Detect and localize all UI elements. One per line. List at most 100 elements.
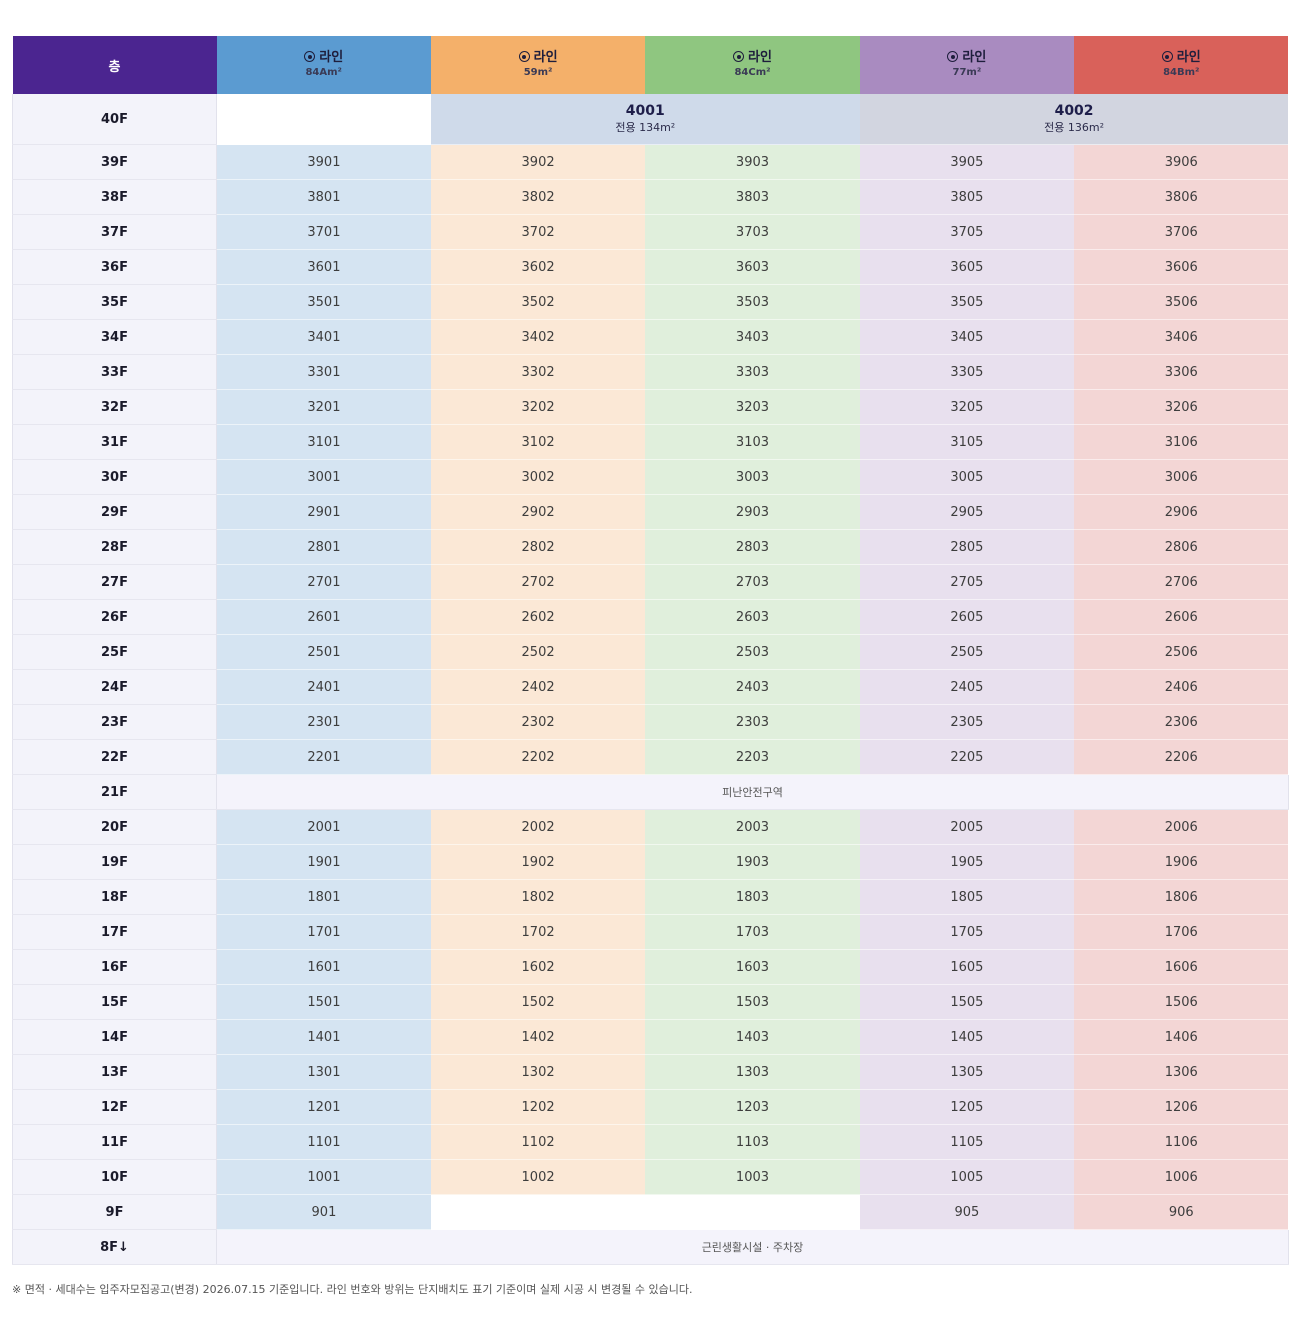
- unit-cell: 2205: [859, 739, 1075, 775]
- unit-cell: 2406: [1074, 669, 1289, 705]
- unit-cell: 2706: [1074, 564, 1289, 600]
- base-floor-row: 8F↓ 근린생활시설 · 주차장: [12, 1229, 1289, 1265]
- unit-cell: 2806: [1074, 529, 1289, 565]
- unit-cell: 2402: [430, 669, 646, 705]
- floor-row: 39F 3901 3902 3903 3905 3906: [12, 144, 1289, 180]
- unit-cell: 1401: [216, 1019, 431, 1055]
- floor-label: 31F: [12, 424, 217, 460]
- unit-cell: 2005: [859, 809, 1075, 845]
- unit-cell: 3805: [859, 179, 1075, 215]
- unit-cell: 1002: [430, 1159, 646, 1195]
- floor-label: 26F: [12, 599, 217, 635]
- line-label: 라인: [319, 50, 344, 65]
- base-floor-row-label: 근린생활시설 · 주차장: [216, 1229, 1289, 1265]
- floor-row: 18F 1801 1802 1803 1805 1806: [12, 879, 1289, 915]
- unit-cell: 1601: [216, 949, 431, 985]
- unit-cell: 1302: [430, 1054, 646, 1090]
- unit-cell: 2003: [645, 809, 860, 845]
- unit-cell: 3605: [859, 249, 1075, 285]
- unit-cell: 2705: [859, 564, 1075, 600]
- unit-cell: 1205: [859, 1089, 1075, 1125]
- unit-cell: 2206: [1074, 739, 1289, 775]
- unit-cell: 1906: [1074, 844, 1289, 880]
- unit-cell: 3806: [1074, 179, 1289, 215]
- floor-row: 19F 1901 1902 1903 1905 1906: [12, 844, 1289, 880]
- unit-cell: 2305: [859, 704, 1075, 740]
- line-label: 라인: [748, 50, 772, 65]
- floor-row: 17F 1701 1702 1703 1705 1706: [12, 914, 1289, 950]
- floor-label: 21F: [12, 774, 217, 810]
- unit-cell: 1006: [1074, 1159, 1289, 1195]
- unit-cell: 3802: [430, 179, 646, 215]
- unit-cell: 2603: [645, 599, 860, 635]
- unit-cell: 1203: [645, 1089, 860, 1125]
- line-area: 77m²: [952, 67, 982, 78]
- unit-cell: 3201: [216, 389, 431, 425]
- unit-cell: 2901: [216, 494, 431, 530]
- floor-label: 35F: [12, 284, 217, 320]
- floor-label: 9F: [12, 1194, 217, 1230]
- floor-column-header: 층: [12, 36, 217, 94]
- line-area: 84Cm²: [734, 67, 771, 78]
- header-row: 층 라인 84Am² 라인 59m² 라인 84Cm² 라인 77m²: [12, 36, 1289, 94]
- unit-cell: 2006: [1074, 809, 1289, 845]
- unit-cell: 3602: [430, 249, 646, 285]
- floor-label: 30F: [12, 459, 217, 495]
- unit-cell: 1903: [645, 844, 860, 880]
- unit-cell: 3302: [430, 354, 646, 390]
- floor-row: 33F 3301 3302 3303 3305 3306: [12, 354, 1289, 390]
- floor-row: 32F 3201 3202 3203 3205 3206: [12, 389, 1289, 425]
- unit-cell: 3601: [216, 249, 431, 285]
- unit-cell: 1206: [1074, 1089, 1289, 1125]
- floor-row: 31F 3101 3102 3103 3105 3106: [12, 424, 1289, 460]
- unit-cell: 1703: [645, 914, 860, 950]
- unit-cell: 901: [216, 1194, 431, 1230]
- line-header-2: 라인 59m²: [430, 36, 646, 94]
- floor-label: 28F: [12, 529, 217, 565]
- floor-row: 10F 1001 1002 1003 1005 1006: [12, 1159, 1289, 1195]
- floor-label: 38F: [12, 179, 217, 215]
- floor-label: 37F: [12, 214, 217, 250]
- unit-cell: 2502: [430, 634, 646, 670]
- unit-cell: 3306: [1074, 354, 1289, 390]
- unit-cell: 1502: [430, 984, 646, 1020]
- unit-cell: 2903: [645, 494, 860, 530]
- unit-cell: 1003: [645, 1159, 860, 1195]
- floor-label: 23F: [12, 704, 217, 740]
- unit-cell: 1202: [430, 1089, 646, 1125]
- floor-row: 27F 2701 2702 2703 2705 2706: [12, 564, 1289, 600]
- unit-cell: 3103: [645, 424, 860, 460]
- unit-cell: 2306: [1074, 704, 1289, 740]
- floor-label: 24F: [12, 669, 217, 705]
- floor-row: 9F 901 905 906: [12, 1194, 1289, 1230]
- unit-cell: 1501: [216, 984, 431, 1020]
- floor-label: 32F: [12, 389, 217, 425]
- floor-label: 12F: [12, 1089, 217, 1125]
- floor-row: 35F 3501 3502 3503 3505 3506: [12, 284, 1289, 320]
- unit-number: 4001: [625, 103, 665, 119]
- unit-cell: 2501: [216, 634, 431, 670]
- floor-label: 15F: [12, 984, 217, 1020]
- floor-row: 22F 2201 2202 2203 2205 2206: [12, 739, 1289, 775]
- unit-cell: 2002: [430, 809, 646, 845]
- floor-row: 11F 1101 1102 1103 1105 1106: [12, 1124, 1289, 1160]
- floor-label: 11F: [12, 1124, 217, 1160]
- unit-cell: 3505: [859, 284, 1075, 320]
- unit-cell: 1602: [430, 949, 646, 985]
- unit-cell: 1805: [859, 879, 1075, 915]
- unit-cell: 3102: [430, 424, 646, 460]
- unit-cell: 1902: [430, 844, 646, 880]
- unit-cell: 3202: [430, 389, 646, 425]
- unit-cell: 3206: [1074, 389, 1289, 425]
- line-marker-icon: [947, 51, 959, 62]
- unit-cell: 2805: [859, 529, 1075, 565]
- unit-table-body: 40F 4001 전용 134m² 4002 전용 136m² 39F 3901 3…: [12, 94, 1289, 1265]
- unit-cell: 2403: [645, 669, 860, 705]
- unit-cell: 3305: [859, 354, 1075, 390]
- unit-cell: 2506: [1074, 634, 1289, 670]
- unit-cell: 2302: [430, 704, 646, 740]
- line-marker-icon: [733, 51, 745, 62]
- unit-cell: 1706: [1074, 914, 1289, 950]
- unit-cell: 1305: [859, 1054, 1075, 1090]
- floor-row: 20F 2001 2002 2003 2005 2006: [12, 809, 1289, 845]
